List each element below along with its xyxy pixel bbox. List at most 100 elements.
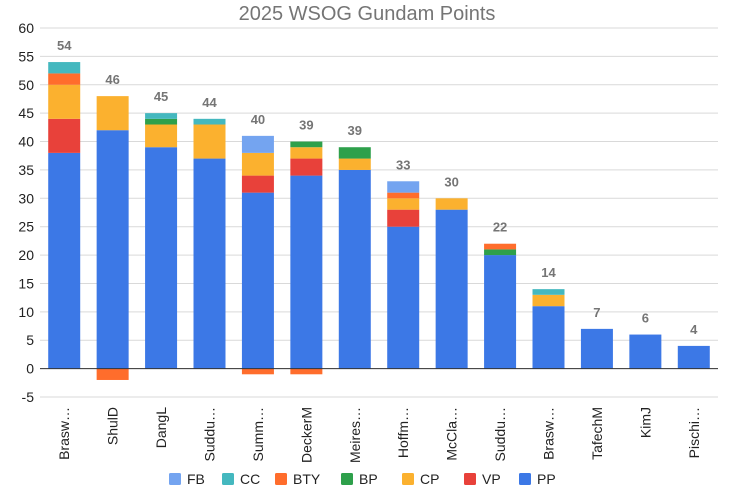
bar-segment-bp bbox=[484, 249, 517, 256]
bar-total-label: 33 bbox=[396, 157, 410, 172]
bar-total-label: 30 bbox=[444, 174, 458, 189]
legend-label: BP bbox=[359, 471, 378, 487]
chart-title: 2025 WSOG Gundam Points bbox=[238, 3, 496, 25]
bar-segment-pp bbox=[580, 328, 613, 369]
bar-segment-cp bbox=[241, 152, 274, 176]
legend-label: CC bbox=[240, 471, 260, 487]
bar-total-label: 39 bbox=[299, 118, 313, 133]
y-tick-label: 10 bbox=[18, 304, 34, 320]
bar-total-label: 4 bbox=[690, 322, 698, 337]
bar-segment-bp bbox=[338, 147, 371, 159]
bar-segment-pp bbox=[145, 147, 178, 369]
legend-label: BTY bbox=[293, 471, 321, 487]
bar-segment-pp bbox=[532, 306, 565, 369]
legend-swatch bbox=[464, 473, 476, 485]
bar-segment-vp bbox=[241, 175, 274, 193]
bar-segment-cp bbox=[48, 84, 81, 119]
x-tick-label: TafechM bbox=[589, 407, 605, 460]
bar-segment-pp bbox=[193, 158, 226, 369]
bar-segment-bty bbox=[290, 368, 323, 375]
y-tick-label: 55 bbox=[18, 48, 34, 64]
bar-total-label: 46 bbox=[105, 72, 119, 87]
y-tick-label: 0 bbox=[26, 361, 34, 377]
x-tick-label: Brasw… bbox=[56, 407, 72, 460]
y-tick-label: -5 bbox=[22, 389, 35, 405]
bar-segment-pp bbox=[484, 255, 517, 369]
bar-segment-pp bbox=[435, 209, 468, 369]
y-axis: -5 0 5 10 15 20 25 30 35 40 45 50 55 60 bbox=[18, 20, 34, 405]
legend-swatch bbox=[519, 473, 531, 485]
legend-label: PP bbox=[537, 471, 556, 487]
x-tick-label: KimJ bbox=[637, 407, 653, 438]
grid-layer bbox=[40, 27, 718, 398]
bar-total-label: 54 bbox=[57, 38, 72, 53]
bar-segment-bty bbox=[484, 243, 517, 250]
y-tick-label: 50 bbox=[18, 77, 34, 93]
legend-label: FB bbox=[187, 471, 205, 487]
bar-segment-bty bbox=[48, 73, 81, 85]
bar-total-label: 45 bbox=[154, 89, 168, 104]
bar-layer bbox=[48, 62, 710, 380]
legend-swatch bbox=[341, 473, 353, 485]
y-tick-label: 20 bbox=[18, 247, 34, 263]
legend-label: VP bbox=[482, 471, 501, 487]
x-tick-label: McCla… bbox=[444, 407, 460, 461]
bar-segment-vp bbox=[290, 158, 323, 176]
x-tick-label: Suddu… bbox=[202, 407, 218, 461]
y-tick-label: 35 bbox=[18, 162, 34, 178]
bar-segment-bty bbox=[96, 368, 129, 380]
x-axis: Brasw… ShulD DangL Suddu… Summ… DeckerM Meires… bbox=[56, 407, 702, 463]
legend-label: CP bbox=[420, 471, 439, 487]
x-tick-label: DeckerM bbox=[298, 407, 314, 463]
y-tick-label: 15 bbox=[18, 275, 34, 291]
y-tick-label: 40 bbox=[18, 134, 34, 150]
bar-segment-cc bbox=[532, 289, 565, 295]
bar-segment-bty bbox=[387, 192, 420, 199]
bar-segment-cc bbox=[193, 118, 226, 125]
legend-swatch bbox=[222, 473, 234, 485]
bar-segment-fb bbox=[241, 135, 274, 153]
bar-total-label: 7 bbox=[593, 305, 600, 320]
y-tick-label: 25 bbox=[18, 219, 34, 235]
bar-segment-bty bbox=[241, 368, 274, 375]
bar-segment-cp bbox=[96, 96, 129, 131]
bar-segment-cc bbox=[48, 62, 81, 74]
bar-segment-pp bbox=[387, 226, 420, 369]
legend-swatch bbox=[169, 473, 181, 485]
x-tick-label: Pischi… bbox=[686, 407, 702, 458]
y-tick-label: 45 bbox=[18, 105, 34, 121]
bar-segment-vp bbox=[387, 209, 420, 227]
bar-segment-cp bbox=[290, 147, 323, 159]
total-labels: 54 46 45 44 40 39 39 33 30 22 14 7 6 4 bbox=[57, 38, 698, 337]
x-tick-label: Meires… bbox=[347, 407, 363, 463]
bar-segment-pp bbox=[290, 175, 323, 369]
x-tick-label: Suddu… bbox=[492, 407, 508, 461]
x-tick-label: Brasw… bbox=[541, 407, 557, 460]
bar-segment-cp bbox=[338, 158, 371, 170]
bar-segment-pp bbox=[629, 334, 662, 369]
bar-total-label: 22 bbox=[493, 220, 507, 235]
bar-segment-bp bbox=[145, 118, 178, 125]
bar-total-label: 39 bbox=[348, 123, 362, 138]
x-tick-label: DangL bbox=[153, 407, 169, 448]
bar-segment-cc bbox=[145, 113, 178, 119]
x-tick-label: Summ… bbox=[250, 407, 266, 461]
x-tick-label: ShulD bbox=[105, 407, 121, 445]
bar-segment-vp bbox=[48, 118, 81, 153]
bar-segment-pp bbox=[677, 345, 710, 369]
bar-segment-fb bbox=[387, 181, 420, 193]
bar-total-label: 40 bbox=[251, 112, 265, 127]
legend: FB CC BTY BP CP VP PP bbox=[169, 471, 556, 487]
y-tick-label: 60 bbox=[18, 20, 34, 36]
bar-segment-cp bbox=[532, 294, 565, 307]
bar-segment-cp bbox=[145, 124, 178, 148]
legend-swatch bbox=[402, 473, 414, 485]
bar-total-label: 14 bbox=[541, 265, 556, 280]
bar-segment-bp bbox=[290, 141, 323, 148]
bar-segment-pp bbox=[241, 192, 274, 369]
bar-segment-pp bbox=[338, 169, 371, 369]
y-tick-label: 30 bbox=[18, 190, 34, 206]
bar-total-label: 6 bbox=[642, 311, 649, 326]
